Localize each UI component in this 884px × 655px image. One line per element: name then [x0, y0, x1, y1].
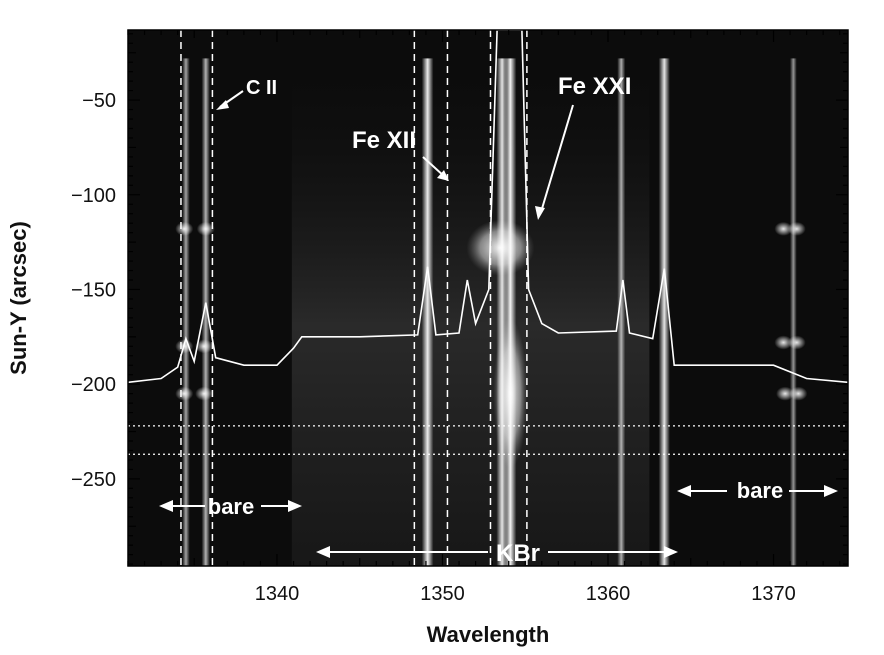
- bright-knot: [787, 335, 806, 350]
- kbr-label: KBr: [496, 540, 540, 567]
- kbr-arrow-head-l: [316, 546, 330, 558]
- kbr-arrow-head-r: [664, 546, 678, 558]
- y-axis-title: Sun-Y (arcsec): [6, 221, 31, 375]
- axes: 1340 1350 1360 1370 −50 −100 −150 −200 −250: [71, 30, 848, 605]
- bright-knot: [776, 386, 795, 401]
- c2-label: C II: [246, 77, 277, 99]
- y-tick-label: −200: [71, 374, 116, 396]
- emission-line: [617, 58, 626, 566]
- emission-line: [504, 58, 517, 566]
- x-axis-title: Wavelength: [427, 622, 550, 647]
- spectrum-profile-line: [128, 30, 848, 384]
- annotations: C II Fe XII Fe XXI bare bare KBr: [159, 73, 838, 567]
- bright-knot: [774, 221, 793, 236]
- bright-knot: [787, 221, 806, 236]
- bare-left-arrow-head-r: [288, 500, 302, 512]
- bright-knot: [195, 339, 214, 354]
- x-tick-label: 1370: [751, 583, 796, 605]
- plot-frame: [127, 29, 849, 567]
- bright-knot: [195, 386, 214, 401]
- bare-left-arrow-head-l: [159, 500, 173, 512]
- emission-line: [658, 58, 670, 566]
- overlay-marks: [128, 30, 848, 566]
- bare-left-label: bare: [208, 494, 254, 519]
- y-tick-label: −150: [71, 279, 116, 301]
- x-tick-label: 1340: [255, 583, 300, 605]
- emission-line: [421, 58, 434, 566]
- c2-arrow-head: [216, 100, 229, 110]
- fe21-label: Fe XXI: [558, 73, 631, 100]
- emission-line: [182, 58, 190, 566]
- fe12-label: Fe XII: [352, 127, 416, 154]
- bright-knot: [789, 386, 808, 401]
- x-tick-label: 1360: [586, 583, 631, 605]
- bright-knot: [175, 386, 194, 401]
- emission-line: [789, 58, 797, 566]
- fe21-arrow: [540, 104, 574, 213]
- bright-knot: [774, 335, 793, 350]
- emission-line: [496, 58, 508, 566]
- fe12-arrow-head: [437, 170, 449, 181]
- y-tick-label: −50: [82, 90, 116, 112]
- plot-area: [127, 29, 849, 567]
- x-tick-label: 1350: [420, 583, 465, 605]
- fe21-arrow-head: [535, 206, 545, 220]
- emission-line: [201, 58, 210, 566]
- bare-right-arrow-head-l: [677, 485, 691, 497]
- bare-right-arrow-head-r: [824, 485, 838, 497]
- bare-right-label: bare: [737, 478, 783, 503]
- y-tick-label: −100: [71, 185, 116, 207]
- bright-knot: [175, 221, 194, 236]
- y-tick-label: −250: [71, 469, 116, 491]
- bright-knot: [196, 221, 215, 236]
